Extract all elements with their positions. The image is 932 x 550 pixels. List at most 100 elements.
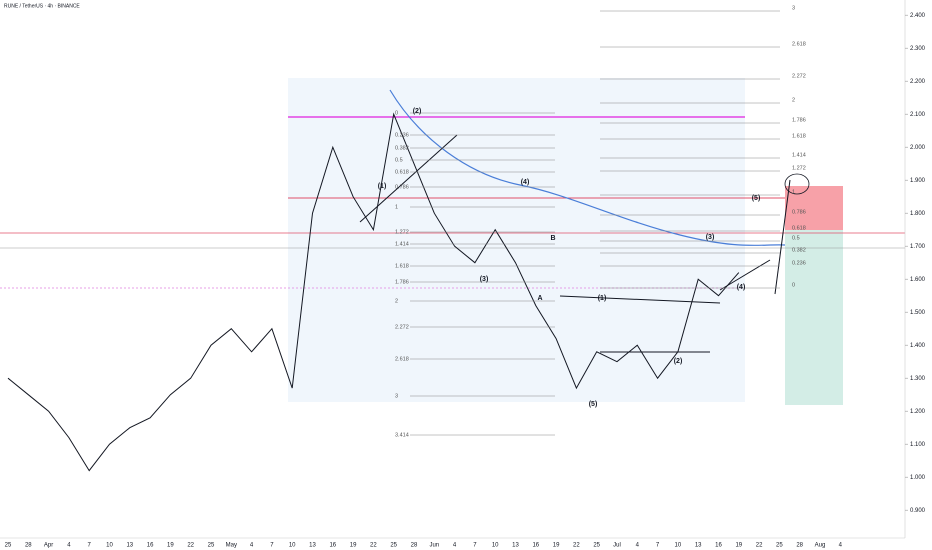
fib-label: 3.414 xyxy=(395,432,409,438)
x-tick-label: 13 xyxy=(512,543,519,549)
wave-label: (3) xyxy=(706,234,715,241)
x-tick-label: 19 xyxy=(167,543,174,549)
x-tick-label: 4 xyxy=(453,543,457,549)
x-tick-label: 4 xyxy=(67,543,71,549)
y-tick-label: 2.000 xyxy=(910,145,926,151)
fib-label: 0.618 xyxy=(792,225,806,231)
fib-label: 0 xyxy=(395,110,398,116)
y-tick-label: 1.000 xyxy=(910,475,926,481)
wave-label: (5) xyxy=(589,401,598,408)
fib-label: 3 xyxy=(792,5,795,11)
fib-label: 1.272 xyxy=(792,165,806,171)
fib-label: 0 xyxy=(792,282,795,288)
wave-label: B xyxy=(550,235,555,242)
x-tick-label: 28 xyxy=(796,543,803,549)
fib-label: 0.382 xyxy=(395,145,409,151)
wave-label: (1) xyxy=(378,183,387,190)
fib-label: 2.618 xyxy=(792,41,806,47)
x-tick-label: 10 xyxy=(106,543,113,549)
x-tick-label: 7 xyxy=(656,543,660,549)
fib-label: 1 xyxy=(792,189,795,195)
fib-label: 0.5 xyxy=(792,235,800,241)
stop-zone xyxy=(785,186,843,230)
x-tick-label: 16 xyxy=(715,543,722,549)
fib-label: 1.414 xyxy=(792,152,806,158)
x-tick-label: 19 xyxy=(735,543,742,549)
x-tick-label: 7 xyxy=(270,543,274,549)
x-tick-label: 16 xyxy=(532,543,539,549)
y-tick-label: 2.400 xyxy=(910,13,926,19)
y-tick-label: 1.900 xyxy=(910,178,926,184)
y-tick-label: 1.800 xyxy=(910,211,926,217)
fib-label: 0.382 xyxy=(792,247,806,253)
fib-label: 2 xyxy=(792,97,795,103)
x-tick-label: 7 xyxy=(88,543,92,549)
target-zone xyxy=(785,230,843,405)
wave-label: (4) xyxy=(521,179,530,186)
y-tick-label: 0.900 xyxy=(910,508,926,514)
fib-label: 0.786 xyxy=(395,184,409,190)
x-tick-label: 19 xyxy=(350,543,357,549)
wave-label: (1) xyxy=(598,295,607,302)
x-tick-label: 16 xyxy=(329,543,336,549)
fib-label: 1.786 xyxy=(792,117,806,123)
x-tick-label: 25 xyxy=(776,543,783,549)
x-tick-label: Jul xyxy=(613,543,621,549)
wave-label: (2) xyxy=(674,358,683,365)
wave-label: (2) xyxy=(413,108,422,115)
y-tick-label: 1.200 xyxy=(910,409,926,415)
wave-label: (5) xyxy=(752,195,761,202)
fib-label: 2.272 xyxy=(395,324,409,330)
x-tick-label: 22 xyxy=(370,543,377,549)
projection-line xyxy=(774,179,791,295)
x-tick-label: Apr xyxy=(44,543,53,549)
x-tick-label: 22 xyxy=(573,543,580,549)
x-tick-label: May xyxy=(226,543,237,549)
y-tick-label: 2.300 xyxy=(910,46,926,52)
fib-label: 2.272 xyxy=(792,73,806,79)
x-tick-label: 22 xyxy=(187,543,194,549)
fib-label: 2 xyxy=(395,298,398,304)
x-tick-label: 10 xyxy=(675,543,682,549)
y-tick-label: 1.100 xyxy=(910,442,926,448)
x-tick-label: 13 xyxy=(309,543,316,549)
fib-label: 2.618 xyxy=(395,356,409,362)
fib-label: 0.236 xyxy=(395,132,409,138)
fib-label: 1.786 xyxy=(395,279,409,285)
x-tick-label: 19 xyxy=(553,543,560,549)
x-tick-label: 4 xyxy=(839,543,843,549)
fib-label: 3 xyxy=(395,393,398,399)
trend-line xyxy=(359,134,458,223)
x-tick-label: Jun xyxy=(429,543,439,549)
x-tick-label: 28 xyxy=(411,543,418,549)
fib-label: 0.618 xyxy=(395,169,409,175)
fib-zone xyxy=(288,78,745,402)
target-circle xyxy=(784,173,810,195)
x-tick-label: 7 xyxy=(473,543,477,549)
y-tick-label: 2.200 xyxy=(910,79,926,85)
fib-label: 0.5 xyxy=(395,157,403,163)
fib-label: 1.414 xyxy=(395,241,409,247)
x-tick-label: 13 xyxy=(695,543,702,549)
x-tick-label: 25 xyxy=(390,543,397,549)
x-tick-label: 10 xyxy=(289,543,296,549)
fib-label: 1.618 xyxy=(395,263,409,269)
x-tick-label: 25 xyxy=(208,543,215,549)
fib-label: 1.618 xyxy=(792,133,806,139)
moving-average xyxy=(389,89,786,246)
price-line xyxy=(7,112,740,472)
fib-label: 0.786 xyxy=(792,209,806,215)
x-tick-label: 22 xyxy=(756,543,763,549)
x-tick-label: 25 xyxy=(593,543,600,549)
y-tick-label: 1.500 xyxy=(910,310,926,316)
wave-label: (3) xyxy=(480,276,489,283)
x-tick-label: 4 xyxy=(250,543,254,549)
fib-label: 1 xyxy=(395,204,398,210)
x-tick-label: 16 xyxy=(147,543,154,549)
wave-label: (4) xyxy=(737,284,746,291)
x-tick-label: 10 xyxy=(492,543,499,549)
x-tick-label: 28 xyxy=(25,543,32,549)
chart-title: RUNE / TetherUS · 4h · BINANCE xyxy=(4,3,80,9)
